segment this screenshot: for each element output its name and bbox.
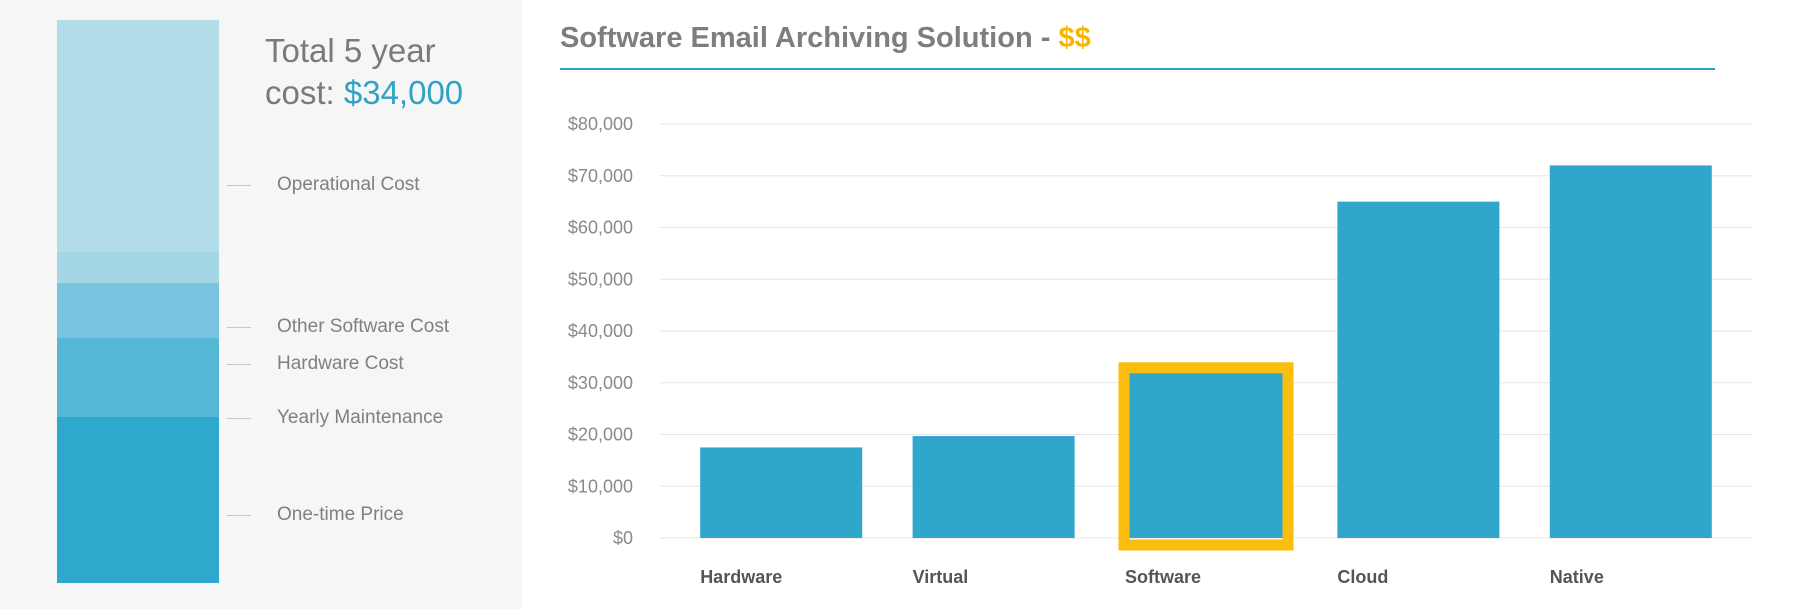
y-tick-label: $70,000 xyxy=(568,166,633,186)
x-category-label: Software xyxy=(1125,567,1201,587)
chart-title-text: Software Email Archiving Solution - xyxy=(560,22,1051,54)
legend-leader-line xyxy=(227,364,251,365)
bar-software xyxy=(1125,368,1287,538)
legend-label: Other Software Cost xyxy=(277,316,450,337)
bar-cloud xyxy=(1337,201,1500,538)
stack-segment-one-time-price xyxy=(57,417,219,583)
cost-breakdown-panel: Total 5 year cost: $34,000 Operational C… xyxy=(0,0,522,609)
y-tick-label: $30,000 xyxy=(568,373,633,393)
x-category-label: Cloud xyxy=(1337,567,1388,587)
y-tick-label: $80,000 xyxy=(568,114,633,134)
highlight-frame-software xyxy=(1118,362,1294,551)
bar-native xyxy=(1549,165,1712,538)
stack-segment-operational-cost xyxy=(57,20,219,252)
stack-segment-yearly-maintenance xyxy=(57,337,219,418)
total-cost-line1: Total 5 year xyxy=(265,32,436,69)
chart-title-price-level: $$ xyxy=(1058,22,1091,54)
x-category-label: Native xyxy=(1550,567,1604,587)
legend-label: Yearly Maintenance xyxy=(277,407,444,428)
y-tick-label: $60,000 xyxy=(568,218,633,238)
legend-leader-line xyxy=(227,185,251,186)
x-category-label: Virtual xyxy=(913,567,969,587)
legend-leader-line xyxy=(227,327,251,328)
bar-virtual xyxy=(912,436,1075,538)
stacked-cost-bar xyxy=(57,20,219,583)
chart-title: Software Email Archiving Solution - $$ xyxy=(560,22,1091,55)
legend-leader-line xyxy=(227,418,251,419)
title-underline xyxy=(560,68,1715,70)
total-cost-prefix: cost: xyxy=(265,74,335,111)
y-tick-label: $0 xyxy=(613,528,633,548)
legend-label: Operational Cost xyxy=(277,174,420,195)
y-tick-label: $20,000 xyxy=(568,425,633,445)
total-cost-amount: $34,000 xyxy=(343,74,464,111)
legend-leader-line xyxy=(227,515,251,516)
total-cost-line2: cost: $34,000 xyxy=(265,72,463,114)
bar-hardware xyxy=(700,447,863,538)
total-cost-heading: Total 5 year cost: $34,000 xyxy=(265,30,463,114)
y-tick-label: $40,000 xyxy=(568,321,633,341)
stack-segment-other-software-cost xyxy=(57,251,219,284)
legend-label: Hardware Cost xyxy=(277,353,404,374)
y-tick-label: $50,000 xyxy=(568,269,633,289)
x-category-label: Hardware xyxy=(700,567,782,587)
y-tick-label: $10,000 xyxy=(568,476,633,496)
stack-segment-hardware-cost xyxy=(57,283,219,338)
legend-label: One-time Price xyxy=(277,504,404,525)
